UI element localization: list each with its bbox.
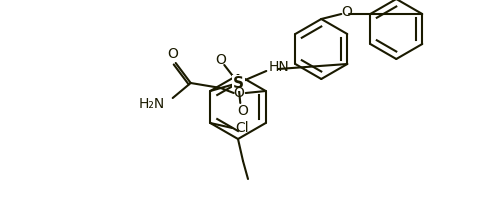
Text: O: O [233, 86, 244, 100]
Text: O: O [237, 104, 248, 118]
Text: O: O [215, 53, 226, 67]
Text: S: S [233, 76, 244, 90]
Text: O: O [167, 47, 178, 61]
Text: O: O [341, 5, 352, 19]
Text: H₂N: H₂N [139, 97, 165, 111]
Text: HN: HN [268, 60, 289, 74]
Text: Cl: Cl [236, 121, 249, 135]
